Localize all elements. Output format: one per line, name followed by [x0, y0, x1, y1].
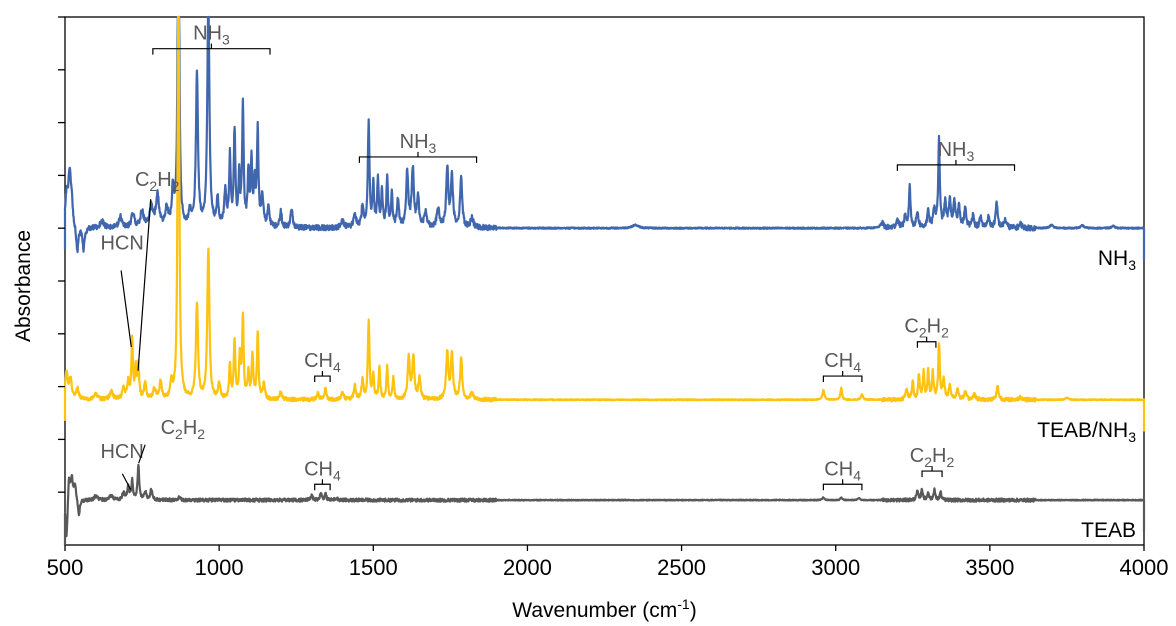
plot-frame [64, 16, 1145, 546]
x-tick-label-4000: 4000 [1120, 555, 1169, 580]
annotation-1-0-label: HCN [100, 232, 143, 254]
series-label-1: TEAB/NH3 [1037, 419, 1136, 445]
annotation-1-4-label: C2H2 [904, 316, 949, 341]
annotation-2-3-bracket [822, 479, 863, 491]
series-line-1 [63, 15, 1146, 432]
annotation-2-4-label: C2H2 [910, 445, 955, 470]
annotation-2-3-label: CH4 [824, 458, 861, 483]
x-tick-label-2000: 2000 [503, 555, 552, 580]
annotation-2-0-leader [121, 473, 132, 490]
annotation-1-2-label: CH4 [304, 350, 341, 375]
annotation-1-1-leader [137, 199, 152, 371]
annotation-1-3-label: CH4 [824, 350, 861, 375]
y-axis-title: Absorbance [12, 230, 35, 342]
x-tick-label-3500: 3500 [965, 555, 1014, 580]
x-tick-label-500: 500 [47, 555, 84, 580]
series-layer [63, 15, 1146, 545]
annotation-0-1-bracket [358, 151, 478, 163]
x-axis-title: Wavenumber (cm-1) [512, 596, 696, 622]
axes-layer: 500 1000 1500 2000 2500 3000 3500 4000 Wavenumbe… [12, 16, 1169, 622]
series-label-2: TEAB [1081, 519, 1136, 542]
series-line-0 [63, 15, 1146, 260]
label-layer: NH3 TEAB/NH3 TEAB [1037, 247, 1136, 542]
annotation-0-0-label: NH3 [193, 23, 230, 48]
annotation-2-1-label: C2H2 [161, 417, 206, 442]
annotation-2-0-label: HCN [100, 441, 143, 463]
annotation-1-0-leader [120, 270, 132, 348]
annotation-1-4-bracket [916, 336, 937, 348]
annotation-2-4-bracket [921, 466, 943, 478]
annotation-2-1-leader [138, 444, 146, 464]
annotation-1-3-bracket [822, 371, 863, 383]
series-line-2 [63, 463, 1146, 545]
annotation-1-2-bracket [314, 371, 331, 383]
annotation-0-0-bracket [152, 43, 271, 55]
annotation-0-2-bracket [896, 159, 1016, 171]
annotation-0-2-label: NH3 [938, 139, 975, 164]
annotation-1-1-label: C2H2 [135, 169, 180, 194]
plot-area [64, 16, 1145, 546]
annotation-2-2-label: CH4 [304, 458, 341, 483]
x-tick-label-1000: 1000 [195, 555, 244, 580]
x-tick-label-2500: 2500 [657, 555, 706, 580]
series-label-0: NH3 [1098, 247, 1136, 273]
annotation-layer: NH3 NH3 NH3 HCN C2H2 CH4 CH4 C2H2 HCN C2H2 CH4 CH4 C… [100, 23, 1016, 491]
x-tick-label-3000: 3000 [811, 555, 860, 580]
annotation-0-1-label: NH3 [400, 131, 437, 156]
x-tick-label-1500: 1500 [349, 555, 398, 580]
annotation-2-2-bracket [314, 479, 331, 491]
